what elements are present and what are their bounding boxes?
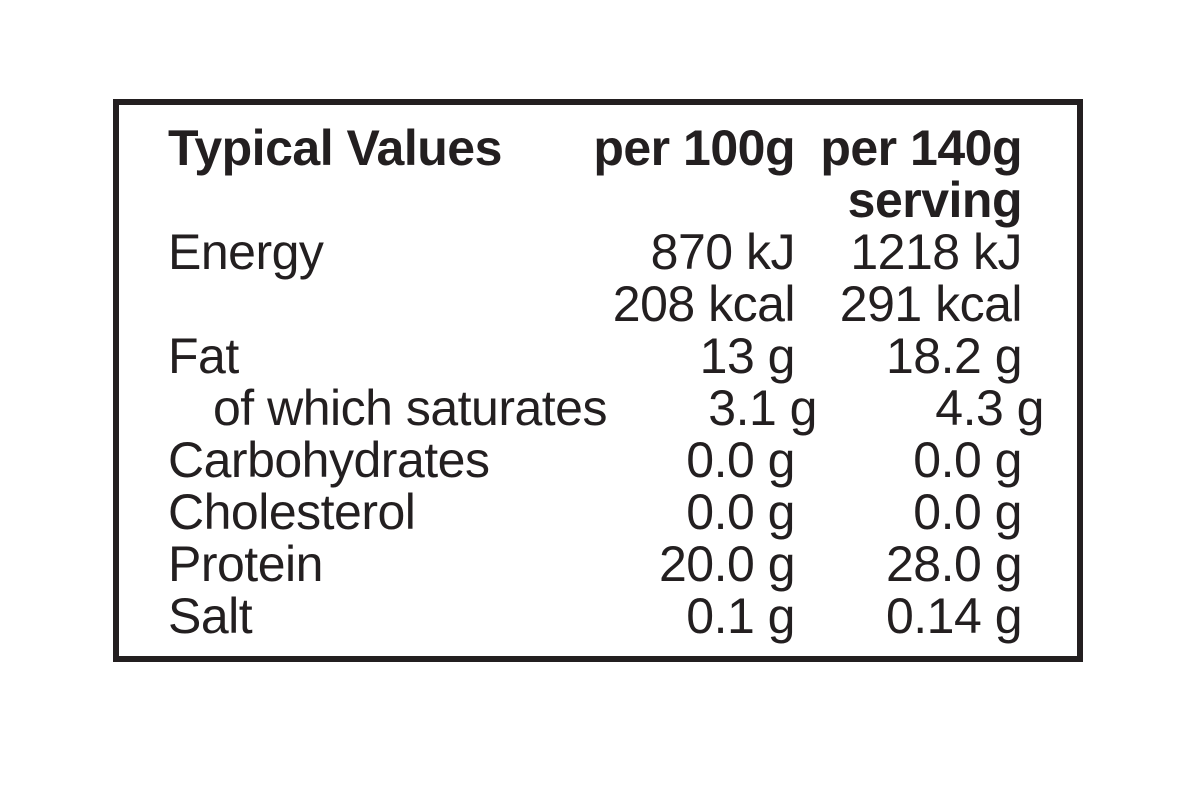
- column-header-per-140g-serving: per 140g serving: [795, 122, 1022, 226]
- row-energy-kcal: 208 kcal 291 kcal: [168, 276, 1023, 332]
- row-salt: Salt 0.1 g 0.14 g: [168, 588, 1023, 644]
- row-cholesterol: Cholesterol 0.0 g 0.0 g: [168, 484, 1023, 540]
- value-per-100g: 208 kcal: [612, 276, 796, 332]
- value-per-100g: 0.0 g: [686, 484, 795, 540]
- value-per-140g: 28.0 g: [885, 536, 1023, 592]
- row-protein: Protein 20.0 g 28.0 g: [168, 536, 1023, 592]
- nutrient-name: of which saturates: [213, 380, 607, 436]
- nutrient-name: Cholesterol: [168, 484, 416, 540]
- value-per-100g: 870 kJ: [650, 224, 796, 280]
- value-per-100g: 13 g: [699, 328, 796, 384]
- value-per-140g: 0.14 g: [885, 588, 1023, 644]
- value-per-140g: 18.2 g: [885, 328, 1023, 384]
- nutrient-name: Carbohydrates: [168, 432, 490, 488]
- row-saturates: of which saturates 3.1 g 4.3 g: [168, 380, 1044, 436]
- value-per-100g: 3.1 g: [708, 380, 817, 436]
- table-title: Typical Values: [168, 120, 502, 176]
- row-carbohydrates: Carbohydrates 0.0 g 0.0 g: [168, 432, 1023, 488]
- row-energy: Energy 870 kJ 1218 kJ: [168, 224, 1023, 280]
- column-header-per-140g-line1: per 140g: [820, 120, 1022, 176]
- header-row: Typical Values per 100g per 140g serving: [168, 120, 1023, 226]
- value-per-100g: 20.0 g: [658, 536, 796, 592]
- value-per-140g: 4.3 g: [935, 380, 1044, 436]
- value-per-140g: 1218 kJ: [850, 224, 1022, 280]
- value-per-100g: 0.0 g: [686, 432, 795, 488]
- value-per-140g: 0.0 g: [913, 484, 1022, 540]
- nutrient-name: Energy: [168, 224, 324, 280]
- column-header-per-140g-line2: serving: [847, 172, 1023, 228]
- nutrient-name: Salt: [168, 588, 253, 644]
- value-per-140g: 0.0 g: [913, 432, 1022, 488]
- nutrient-name: Protein: [168, 536, 323, 592]
- value-per-140g: 291 kcal: [839, 276, 1023, 332]
- column-header-per-100g: per 100g: [593, 120, 795, 176]
- row-fat: Fat 13 g 18.2 g: [168, 328, 1023, 384]
- value-per-100g: 0.1 g: [686, 588, 795, 644]
- nutrient-name: Fat: [168, 328, 239, 384]
- nutrition-label-box: Typical Values per 100g per 140g serving…: [113, 99, 1083, 662]
